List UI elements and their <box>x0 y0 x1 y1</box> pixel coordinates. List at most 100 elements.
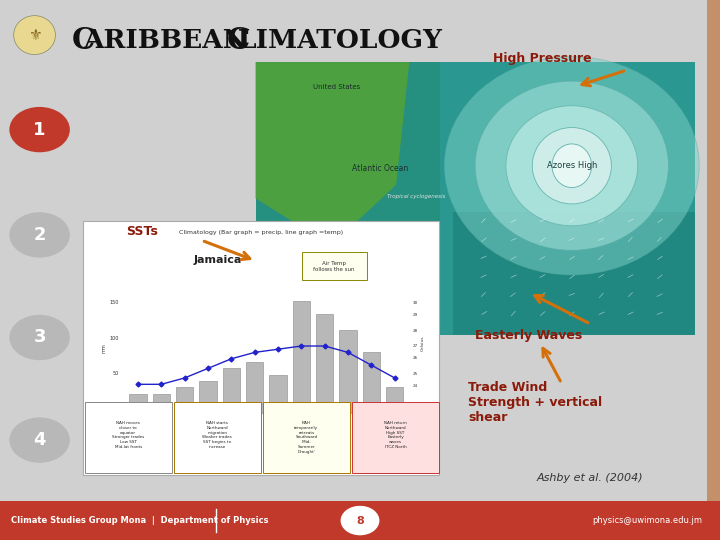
Bar <box>316 314 333 413</box>
Text: —: — <box>597 272 606 280</box>
Bar <box>130 394 147 413</box>
Text: NAH
temporarily
retreats
Southward
'Mid-
Summer
Drought': NAH temporarily retreats Southward 'Mid-… <box>294 421 318 454</box>
Text: LIMATOLOGY: LIMATOLOGY <box>238 28 443 53</box>
Bar <box>0 501 720 540</box>
Ellipse shape <box>506 106 638 226</box>
Circle shape <box>122 255 222 330</box>
Text: physics@uwimona.edu.jm: physics@uwimona.edu.jm <box>592 516 702 525</box>
Text: —: — <box>626 234 635 244</box>
Text: —: — <box>626 309 635 317</box>
Text: 50: 50 <box>112 371 119 376</box>
Text: Apr: Apr <box>200 413 208 421</box>
Ellipse shape <box>532 127 611 204</box>
Bar <box>386 388 403 413</box>
Ellipse shape <box>475 81 668 250</box>
Text: —: — <box>538 253 547 262</box>
Text: —: — <box>597 216 606 225</box>
Text: Jul: Jul <box>271 415 278 421</box>
Text: Jan: Jan <box>131 414 138 421</box>
Text: 150: 150 <box>109 300 119 305</box>
Text: —: — <box>480 234 489 244</box>
Text: Tropical cyclogenesis: Tropical cyclogenesis <box>387 194 446 199</box>
Bar <box>352 402 439 472</box>
Bar <box>153 394 170 413</box>
Text: —: — <box>509 253 518 262</box>
Text: Nov: Nov <box>363 413 372 421</box>
Text: —: — <box>597 235 606 243</box>
Circle shape <box>9 417 70 463</box>
Text: NAH starts
Northward
migration
Weaker trades
SST begins to
increase: NAH starts Northward migration Weaker tr… <box>202 421 233 449</box>
Ellipse shape <box>375 246 382 249</box>
Text: —: — <box>480 272 488 280</box>
Text: 25: 25 <box>413 372 418 376</box>
Text: C: C <box>72 26 95 55</box>
Bar <box>199 381 217 413</box>
Bar <box>222 368 240 413</box>
Circle shape <box>9 107 70 152</box>
Text: —: — <box>596 253 606 262</box>
Text: Jun: Jun <box>248 414 255 421</box>
Text: —: — <box>567 272 577 280</box>
Circle shape <box>246 255 347 330</box>
Bar <box>363 353 380 413</box>
Text: —: — <box>597 309 606 317</box>
Text: C: C <box>227 26 250 55</box>
Bar <box>263 402 350 472</box>
Text: 0: 0 <box>115 409 119 414</box>
Text: —: — <box>480 308 489 318</box>
Text: ARIBBEAN: ARIBBEAN <box>83 28 265 53</box>
Text: Feb: Feb <box>153 413 161 421</box>
Text: Sep: Sep <box>316 413 325 421</box>
Bar <box>9 11 59 57</box>
Text: —: — <box>655 216 665 225</box>
Circle shape <box>9 212 70 258</box>
Text: 26: 26 <box>413 356 418 361</box>
FancyBboxPatch shape <box>302 252 367 280</box>
Ellipse shape <box>326 235 343 244</box>
Bar <box>84 402 172 472</box>
Text: —: — <box>655 309 664 317</box>
Text: Celsius: Celsius <box>421 335 426 351</box>
Text: 28: 28 <box>413 328 418 333</box>
Text: 3: 3 <box>33 328 46 347</box>
Text: —: — <box>509 235 518 243</box>
Text: —: — <box>509 216 518 225</box>
Text: Jamaica: Jamaica <box>194 255 243 265</box>
Polygon shape <box>317 171 352 212</box>
Text: Aug: Aug <box>293 413 302 421</box>
Bar <box>174 402 261 472</box>
Text: —: — <box>567 253 577 262</box>
Text: Climatology (Bar graph = precip, line graph =temp): Climatology (Bar graph = precip, line gr… <box>179 231 343 235</box>
Text: —: — <box>597 290 606 299</box>
Bar <box>707 0 720 540</box>
Text: Atlantic Ocean: Atlantic Ocean <box>352 164 408 173</box>
Text: —: — <box>655 290 664 299</box>
Text: —: — <box>655 272 665 280</box>
Bar <box>176 388 193 413</box>
Text: —: — <box>655 253 665 262</box>
Text: Air Temp
follows the sun: Air Temp follows the sun <box>313 261 355 272</box>
Circle shape <box>9 315 70 360</box>
Bar <box>269 375 287 413</box>
Text: —: — <box>626 216 635 225</box>
Text: —: — <box>538 290 547 299</box>
Text: —: — <box>538 308 547 318</box>
Text: SSTs: SSTs <box>126 225 158 238</box>
Text: High Pressure: High Pressure <box>493 52 592 65</box>
Bar <box>454 212 695 335</box>
Text: United States: United States <box>312 84 360 90</box>
Text: —: — <box>509 272 518 280</box>
Circle shape <box>341 507 379 535</box>
Text: —: — <box>538 272 547 280</box>
Text: NAH moves
closer to
equator
Stronger trades
Low SST
Mid-lat fronts: NAH moves closer to equator Stronger tra… <box>112 421 145 449</box>
Text: mm: mm <box>102 343 107 353</box>
Text: 1: 1 <box>33 120 46 139</box>
Ellipse shape <box>444 57 699 275</box>
Text: Ashby et al. (2004): Ashby et al. (2004) <box>537 473 644 483</box>
Ellipse shape <box>383 273 392 277</box>
Bar <box>83 221 439 475</box>
Text: —: — <box>508 290 518 299</box>
Bar <box>256 62 440 335</box>
Text: 27: 27 <box>413 344 418 348</box>
Text: Oct: Oct <box>340 413 348 421</box>
